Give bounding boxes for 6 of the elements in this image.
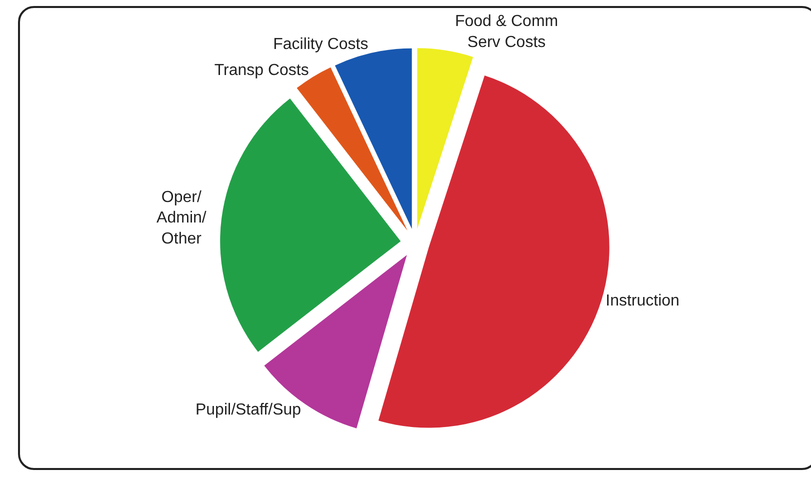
- slice-label: Oper/ Admin/ Other: [156, 188, 207, 248]
- slice-label: Instruction: [606, 292, 680, 310]
- slice-label: Pupil/Staff/Sup: [195, 402, 302, 419]
- slice-label: Facility Costs: [273, 36, 368, 54]
- slice-label: Transp Costs: [214, 62, 309, 80]
- slice-label: Food & Comm Serv Costs: [454, 13, 558, 51]
